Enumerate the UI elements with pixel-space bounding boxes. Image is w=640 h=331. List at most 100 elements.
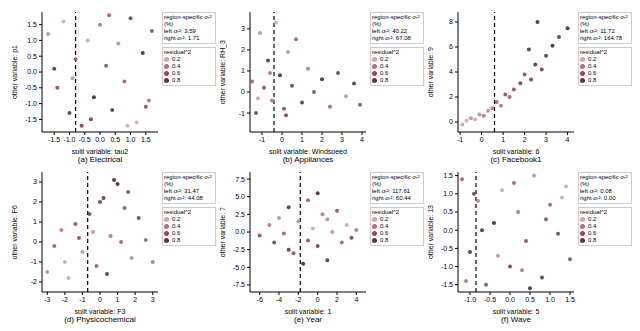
svg-text:2: 2 — [320, 136, 324, 143]
svg-text:0: 0 — [480, 136, 484, 143]
svg-text:0: 0 — [316, 296, 320, 303]
svg-text:0.0: 0.0 — [95, 136, 105, 143]
svg-text:8: 8 — [449, 18, 453, 25]
svg-text:2: 2 — [33, 198, 37, 205]
svg-text:1: 1 — [300, 136, 304, 143]
html-text:other variable: p1: other variable: p1 — [10, 45, 18, 99]
html-text:(c) Facebook1: (c) Facebook1 — [490, 155, 542, 164]
svg-text:0: 0 — [241, 88, 245, 95]
svg-text:1.0: 1.0 — [443, 190, 453, 197]
svg-text:0.0: 0.0 — [505, 296, 515, 303]
svg-text:1.5: 1.5 — [141, 136, 151, 143]
svg-text:1.0: 1.0 — [126, 136, 136, 143]
svg-text:-3: -3 — [44, 296, 50, 303]
html-text:other variable: 13: other variable: 13 — [426, 205, 434, 259]
svg-text:0.5: 0.5 — [27, 53, 37, 60]
svg-text:3: 3 — [151, 296, 155, 303]
svg-text:-1.0: -1.0 — [63, 136, 75, 143]
svg-text:0: 0 — [98, 296, 102, 303]
svg-text:-1.0: -1.0 — [441, 263, 453, 270]
svg-text:-1.5: -1.5 — [25, 116, 37, 123]
html-text:other variable: 7: other variable: 7 — [218, 206, 226, 258]
svg-text:-1.0: -1.0 — [25, 100, 37, 107]
svg-text:-1: -1 — [457, 136, 463, 143]
svg-text:-1: -1 — [31, 258, 37, 265]
svg-text:1: 1 — [241, 67, 245, 74]
html-text:region-specific σᵣ² (%): region-specific σᵣ² (%) — [580, 14, 628, 27]
svg-text:1.0: 1.0 — [27, 37, 37, 44]
svg-text:-1: -1 — [79, 296, 85, 303]
svg-text:split variable: F3: split variable: F3 — [75, 308, 126, 314]
svg-text:2: 2 — [241, 46, 245, 53]
svg-text:1.5: 1.5 — [565, 296, 575, 303]
html-text:other variable: F6: other variable: F6 — [10, 204, 18, 260]
svg-text:0: 0 — [449, 118, 453, 125]
svg-text:4: 4 — [566, 136, 570, 143]
svg-text:-1.0: -1.0 — [464, 296, 476, 303]
svg-text:0.0: 0.0 — [27, 68, 37, 75]
svg-text:6: 6 — [449, 43, 453, 50]
svg-text:1: 1 — [33, 218, 37, 225]
svg-text:1: 1 — [501, 136, 505, 143]
svg-text:2: 2 — [133, 296, 137, 303]
svg-text:3: 3 — [340, 136, 344, 143]
svg-text:-1.5: -1.5 — [48, 136, 60, 143]
svg-text:-4: -4 — [276, 296, 282, 303]
svg-text:4: 4 — [354, 296, 358, 303]
svg-text:0.5: 0.5 — [443, 208, 453, 215]
svg-text:-2: -2 — [62, 296, 68, 303]
svg-text:split variable: tau2: split variable: tau2 — [72, 148, 129, 154]
svg-text:3: 3 — [544, 136, 548, 143]
svg-text:0.0: 0.0 — [443, 227, 453, 234]
svg-text:-7.5: -7.5 — [233, 281, 245, 288]
html-text:other variable: 9: other variable: 9 — [426, 46, 434, 98]
svg-text:3: 3 — [241, 25, 245, 32]
svg-text:0.0: 0.0 — [235, 228, 245, 235]
svg-text:5.0: 5.0 — [235, 193, 245, 200]
svg-text:-0.5: -0.5 — [441, 245, 453, 252]
svg-text:-1: -1 — [239, 110, 245, 117]
svg-text:split variable: 5: split variable: 5 — [493, 308, 540, 314]
html-text:(f) Wave: (f) Wave — [501, 315, 531, 324]
html-text:region-specific σᵣ² (%): region-specific σᵣ² (%) — [372, 14, 420, 27]
svg-text:2.5: 2.5 — [235, 211, 245, 218]
svg-text:-0.5: -0.5 — [79, 136, 91, 143]
html-text:other variable: RH_3: other variable: RH_3 — [218, 39, 226, 105]
html-text:region-specific σᵣ² (%): region-specific σᵣ² (%) — [372, 174, 420, 187]
svg-text:2: 2 — [523, 136, 527, 143]
svg-text:-1: -1 — [259, 136, 265, 143]
svg-text:0: 0 — [280, 136, 284, 143]
svg-text:1: 1 — [116, 296, 120, 303]
svg-text:split variable: 6: split variable: 6 — [493, 148, 540, 154]
svg-text:-0.5: -0.5 — [484, 296, 496, 303]
svg-text:2: 2 — [449, 93, 453, 100]
html-text:(a) Electrical: (a) Electrical — [77, 155, 123, 164]
svg-text:2: 2 — [335, 296, 339, 303]
svg-text:7.5: 7.5 — [235, 176, 245, 183]
svg-text:-2: -2 — [295, 296, 301, 303]
svg-text:-2.5: -2.5 — [233, 246, 245, 253]
svg-text:0.5: 0.5 — [525, 296, 535, 303]
svg-text:1.0: 1.0 — [545, 296, 555, 303]
svg-text:split variable: 1: split variable: 1 — [285, 308, 332, 314]
svg-text:-1.5: -1.5 — [441, 281, 453, 288]
html-text:(e) Year: (e) Year — [294, 315, 322, 324]
svg-text:1.5: 1.5 — [27, 21, 37, 28]
svg-text:-5.0: -5.0 — [233, 264, 245, 271]
svg-text:0.5: 0.5 — [110, 136, 120, 143]
svg-text:-6: -6 — [257, 296, 263, 303]
svg-text:0: 0 — [33, 238, 37, 245]
svg-text:1.5: 1.5 — [443, 172, 453, 179]
svg-text:4: 4 — [449, 68, 453, 75]
html-text:(b) Appliances: (b) Appliances — [282, 155, 334, 164]
svg-text:4: 4 — [360, 136, 364, 143]
svg-text:-2: -2 — [31, 278, 37, 285]
html-text:region-specific σᵣ² (%): region-specific σᵣ² (%) — [580, 174, 628, 187]
svg-text:split variable: Windspeed: split variable: Windspeed — [269, 148, 347, 154]
svg-text:-0.5: -0.5 — [25, 84, 37, 91]
svg-text:3: 3 — [33, 178, 37, 185]
html-text:left σᵣ²: 3.59: left σᵣ²: 3.59 — [164, 28, 196, 34]
html-text:(d) Physicochemical: (d) Physicochemical — [64, 315, 136, 324]
html-text:region-specific σᵣ² (%): region-specific σᵣ² (%) — [164, 174, 212, 187]
html-text:region-specific σᵣ² (%): region-specific σᵣ² (%) — [164, 14, 212, 27]
